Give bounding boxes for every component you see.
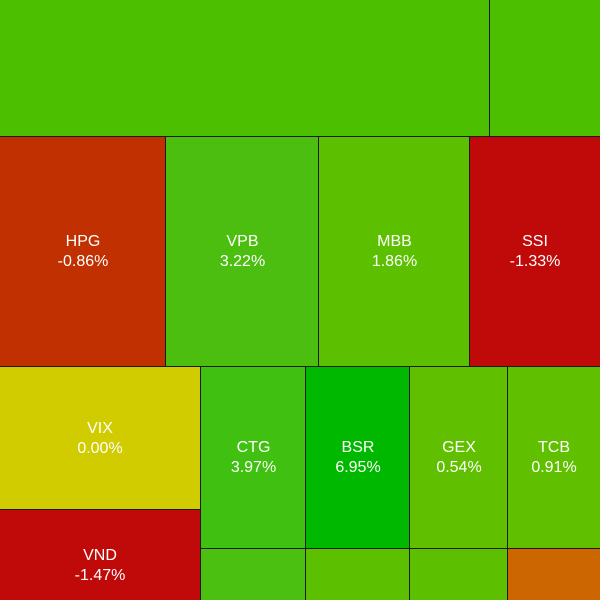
tile-unlabeled-0[interactable] xyxy=(0,0,490,137)
tile-symbol: HPG xyxy=(65,232,101,250)
tile-ctg[interactable]: CTG 3.97% xyxy=(200,366,307,550)
tile-symbol: GEX xyxy=(442,439,476,456)
tile-vnd[interactable]: VND -1.47% xyxy=(0,509,201,600)
tile-change: 1.86% xyxy=(371,252,418,270)
tile-bsr[interactable]: BSR 6.95% xyxy=(305,366,411,550)
tile-change: 6.95% xyxy=(335,459,381,476)
tile-unlabeled-12[interactable] xyxy=(200,548,307,600)
tile-vix[interactable]: VIX 0.00% xyxy=(0,366,201,511)
tile-unlabeled-1[interactable] xyxy=(489,0,600,137)
tile-ssi[interactable]: SSI -1.33% xyxy=(469,136,600,367)
tile-unlabeled-13[interactable] xyxy=(305,548,411,600)
tile-symbol: BSR xyxy=(341,439,375,456)
tile-vpb[interactable]: VPB 3.22% xyxy=(165,136,320,367)
tile-symbol: MBB xyxy=(377,232,412,250)
tile-change: -1.33% xyxy=(509,252,561,270)
tile-symbol: VPB xyxy=(226,232,259,250)
tile-hpg[interactable]: HPG -0.86% xyxy=(0,136,167,367)
tile-change: 3.22% xyxy=(219,252,266,270)
tile-symbol: SSI xyxy=(522,232,548,250)
tile-change: -1.47% xyxy=(74,567,126,584)
tile-change: 0.54% xyxy=(436,459,482,476)
tile-unlabeled-14[interactable] xyxy=(409,548,509,600)
tile-mbb[interactable]: MBB 1.86% xyxy=(318,136,471,367)
tile-symbol: VIX xyxy=(87,419,113,437)
tile-symbol: TCB xyxy=(538,439,570,456)
tile-symbol: CTG xyxy=(236,439,271,456)
tile-change: 0.00% xyxy=(77,439,123,457)
tile-change: 3.97% xyxy=(230,459,277,476)
tile-symbol: VND xyxy=(83,547,117,564)
tile-gex[interactable]: GEX 0.54% xyxy=(409,366,509,550)
tile-change: 0.91% xyxy=(531,459,577,476)
tile-tcb[interactable]: TCB 0.91% xyxy=(507,366,600,550)
tile-unlabeled-15[interactable] xyxy=(507,548,600,600)
tile-change: -0.86% xyxy=(57,252,109,270)
